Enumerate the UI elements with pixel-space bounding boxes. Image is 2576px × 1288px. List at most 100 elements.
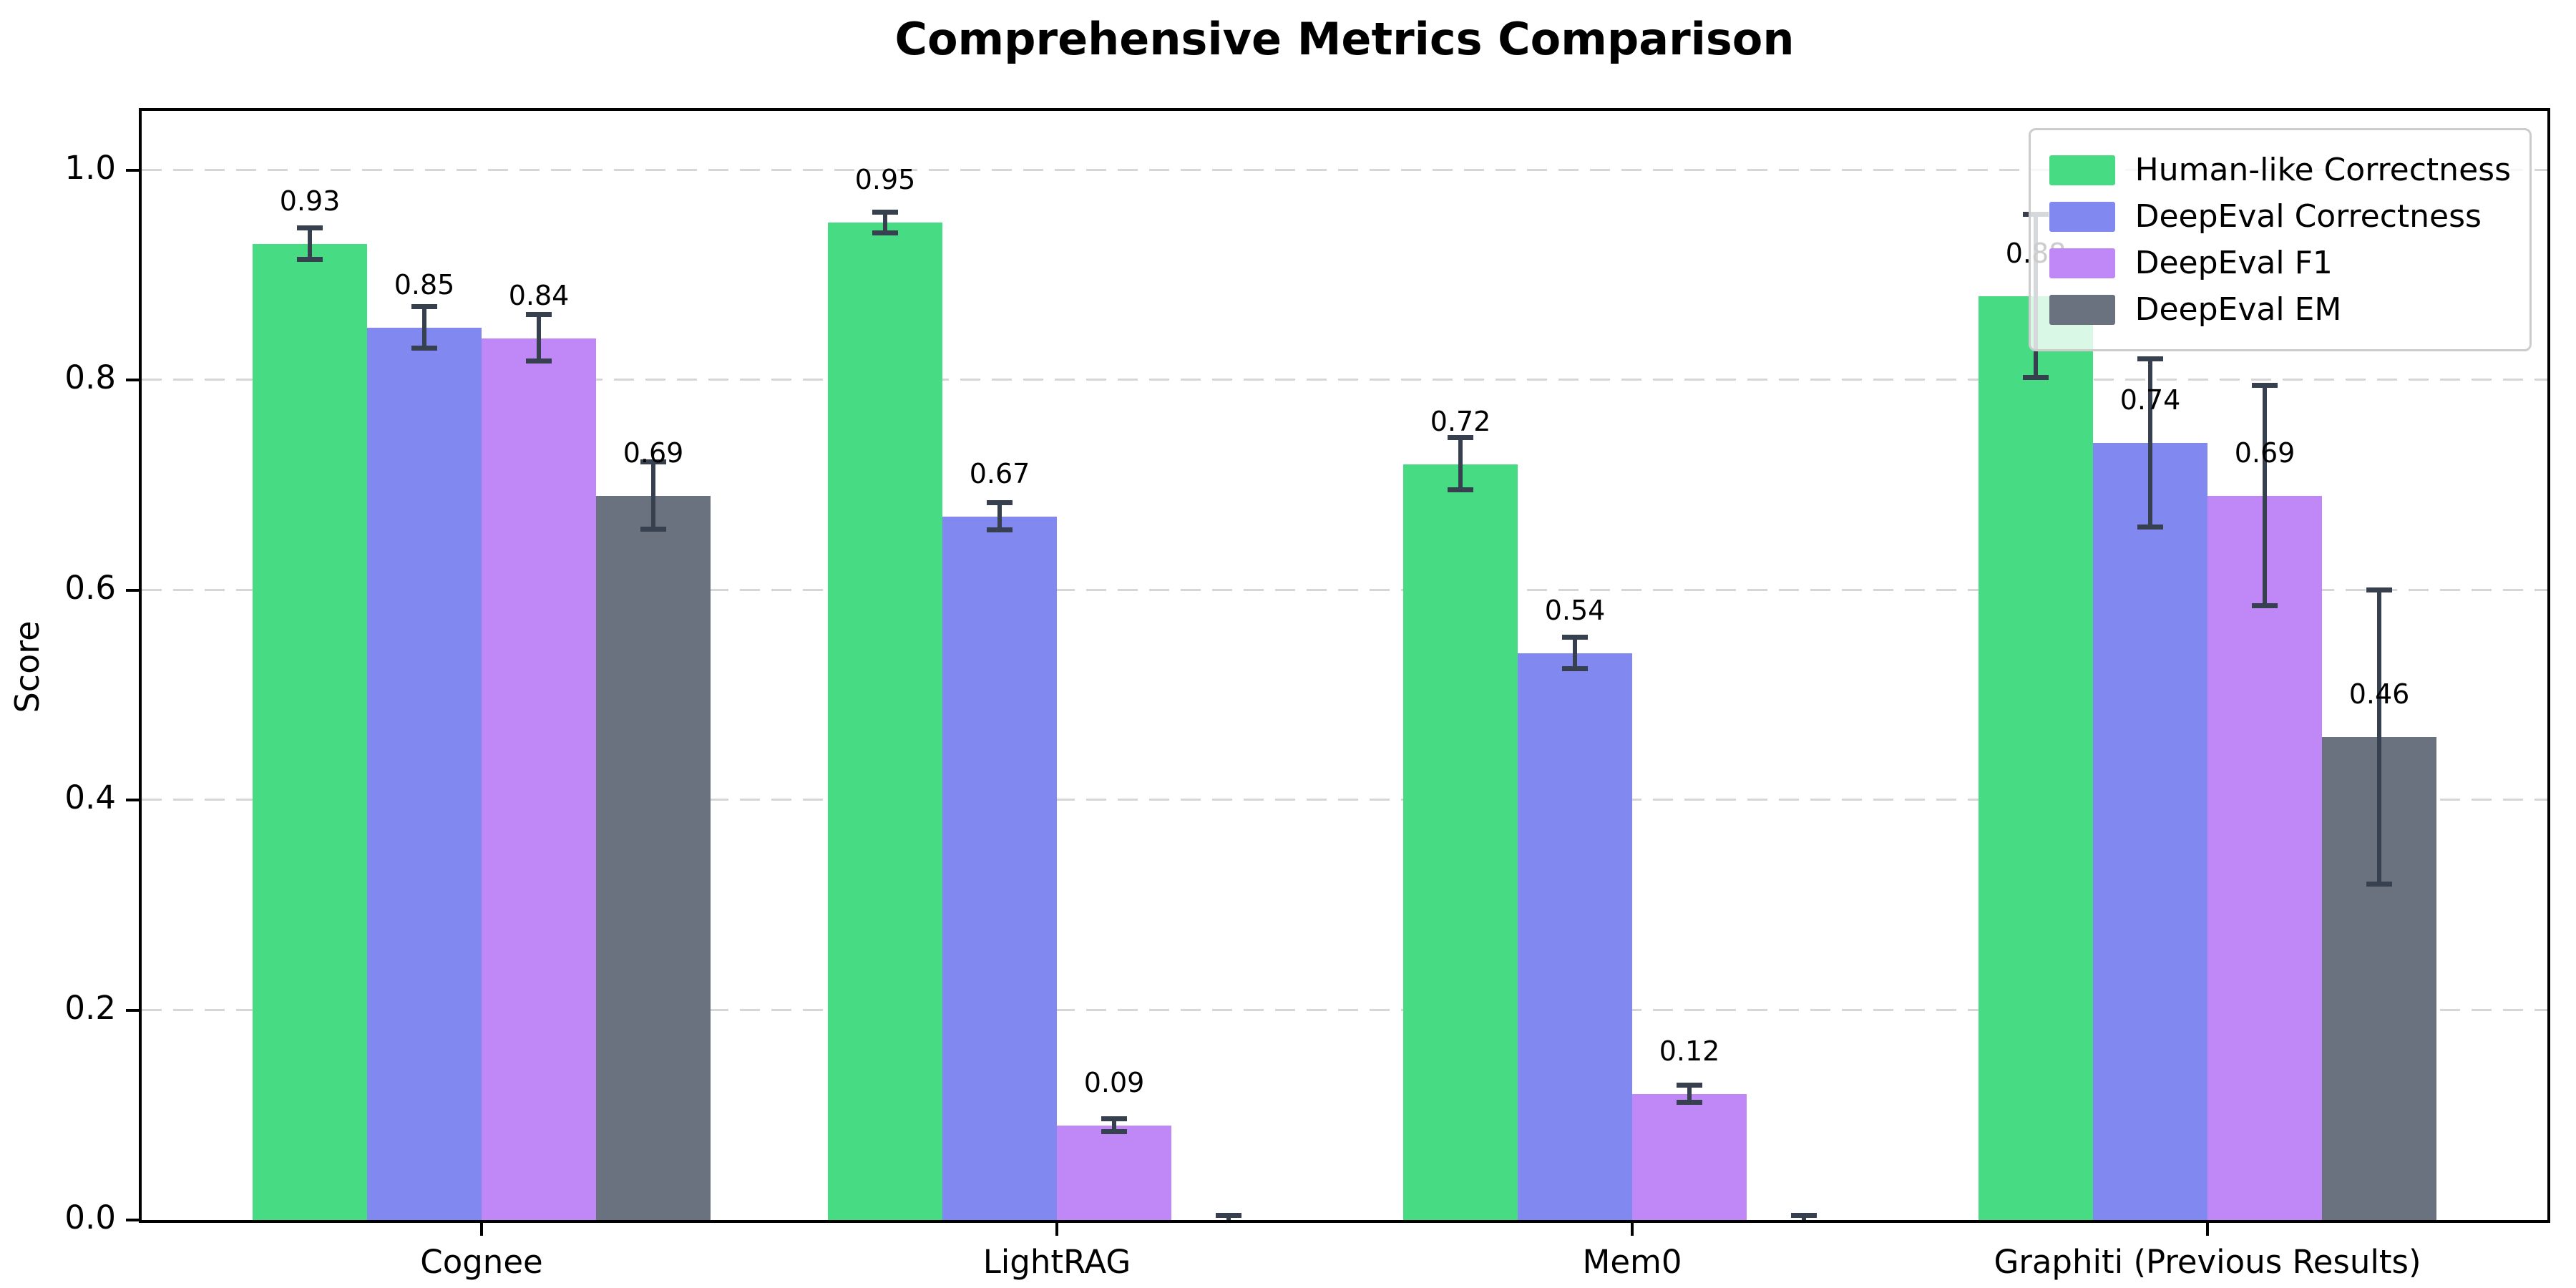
- error-bar-line: [2377, 590, 2381, 884]
- error-bar-cap-bottom: [2023, 375, 2049, 381]
- legend-label: Human-like Correctness: [2135, 152, 2511, 188]
- error-bar-cap-bottom: [1677, 1099, 1702, 1105]
- gridline: [142, 379, 2547, 381]
- bar: [942, 517, 1057, 1220]
- legend-label: DeepEval Correctness: [2135, 198, 2482, 235]
- error-bar-cap-bottom: [2137, 524, 2163, 530]
- error-bar-cap-top: [297, 225, 323, 230]
- plot-area: 0.930.950.720.880.850.670.540.740.840.09…: [139, 108, 2550, 1223]
- y-tick-label: 0.0: [64, 1199, 116, 1236]
- error-bar-cap-top: [640, 459, 666, 464]
- y-tick-mark: [126, 799, 139, 802]
- legend-label: DeepEval EM: [2135, 291, 2342, 328]
- y-tick-label: 1.0: [64, 149, 116, 187]
- bar: [1979, 296, 2093, 1220]
- error-bar-cap-bottom: [640, 526, 666, 532]
- bar-value-label: 0.12: [1659, 1035, 1720, 1067]
- error-bar-line: [1573, 637, 1577, 669]
- legend-swatch: [2049, 155, 2115, 185]
- error-bar-cap-top: [1101, 1116, 1127, 1122]
- x-tick-label: LightRAG: [982, 1243, 1131, 1281]
- error-bar-line: [1458, 438, 1463, 491]
- gridline: [142, 169, 2547, 171]
- bar: [1518, 653, 1632, 1220]
- y-tick-mark: [126, 169, 139, 172]
- legend-item: DeepEval Correctness: [2049, 198, 2511, 235]
- y-tick-mark: [126, 379, 139, 382]
- error-bar-cap-bottom: [1562, 665, 1588, 671]
- error-bar-cap-top: [411, 303, 437, 309]
- error-bar-cap-bottom: [526, 358, 552, 364]
- x-tick-mark: [480, 1223, 483, 1236]
- legend-item: DeepEval F1: [2049, 245, 2511, 281]
- y-tick-mark: [126, 588, 139, 592]
- bar: [596, 495, 711, 1220]
- legend-label: DeepEval F1: [2135, 245, 2333, 281]
- error-bar-cap-bottom: [2252, 602, 2278, 608]
- bar-value-label: 0.69: [2234, 436, 2296, 469]
- error-bar-line: [2148, 359, 2152, 527]
- error-bar-cap-top: [987, 500, 1013, 506]
- error-bar-line: [1112, 1119, 1116, 1132]
- error-bar-line: [2263, 385, 2267, 606]
- x-tick-mark: [2206, 1223, 2209, 1236]
- error-bar-cap-bottom: [1101, 1128, 1127, 1134]
- legend-swatch: [2049, 201, 2115, 232]
- y-tick-label: 0.4: [64, 779, 116, 817]
- x-tick-mark: [1055, 1223, 1058, 1236]
- x-tick-label: Cognee: [420, 1243, 543, 1281]
- error-bar-cap-top: [1562, 634, 1588, 640]
- error-bar-cap-bottom: [1448, 487, 1473, 493]
- bar-value-label: 0.95: [854, 164, 916, 196]
- error-bar-line: [1687, 1085, 1692, 1103]
- bar-value-label: 0.93: [279, 185, 341, 217]
- error-bar-line: [422, 306, 426, 349]
- bar: [482, 338, 596, 1220]
- error-bar-line: [537, 315, 541, 361]
- error-bar-cap-top: [2252, 382, 2278, 388]
- x-tick-label: Mem0: [1582, 1243, 1682, 1281]
- bar: [1057, 1125, 1171, 1220]
- bar: [2207, 495, 2322, 1220]
- legend: Human-like Correctness DeepEval Correctne…: [2028, 128, 2532, 351]
- error-bar-cap-bottom: [297, 256, 323, 262]
- y-tick-label: 0.6: [64, 568, 116, 607]
- gridline: [142, 1008, 2547, 1011]
- y-tick-mark: [126, 1008, 139, 1012]
- error-bar-cap-top: [1216, 1213, 1241, 1219]
- bar: [828, 223, 942, 1220]
- error-bar-cap-bottom: [987, 527, 1013, 533]
- bar-value-label: 0.67: [969, 457, 1030, 489]
- bar-value-label: 0.84: [508, 279, 570, 311]
- y-tick-label: 0.8: [64, 358, 116, 397]
- y-tick-label: 0.2: [64, 988, 116, 1027]
- x-tick-label: Graphiti (Previous Results): [1994, 1243, 2421, 1281]
- bar: [1403, 464, 1518, 1220]
- bar-value-label: 0.72: [1430, 405, 1491, 437]
- error-bar-cap-top: [1677, 1083, 1702, 1088]
- bar-value-label: 0.85: [394, 268, 455, 301]
- error-bar-line: [651, 462, 655, 530]
- error-bar-line: [997, 503, 1002, 531]
- bar-value-label: 0.09: [1083, 1066, 1145, 1098]
- legend-swatch: [2049, 248, 2115, 278]
- legend-item: DeepEval EM: [2049, 291, 2511, 328]
- error-bar-line: [883, 212, 887, 234]
- bar-value-label: 0.74: [2119, 384, 2181, 416]
- chart-title: Comprehensive Metrics Comparison: [894, 13, 1795, 65]
- bar: [1632, 1093, 1747, 1220]
- bar-value-label: 0.54: [1544, 594, 1606, 626]
- error-bar-cap-bottom: [872, 230, 898, 236]
- legend-swatch: [2049, 294, 2115, 325]
- gridline: [142, 799, 2547, 801]
- error-bar-cap-top: [2137, 356, 2163, 362]
- error-bar-cap-top: [2366, 587, 2392, 592]
- error-bar-cap-top: [1448, 435, 1473, 441]
- legend-item: Human-like Correctness: [2049, 152, 2511, 188]
- bar: [2093, 443, 2207, 1220]
- bar: [253, 243, 367, 1220]
- error-bar-line: [308, 228, 312, 260]
- x-tick-mark: [1631, 1223, 1634, 1236]
- gridline: [142, 588, 2547, 591]
